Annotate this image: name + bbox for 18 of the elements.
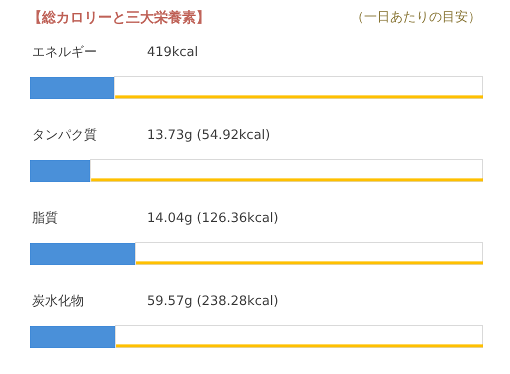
y-tick-label: タンパク質 — [32, 128, 97, 143]
bar — [30, 243, 136, 265]
bar — [114, 76, 483, 99]
bar — [30, 326, 116, 348]
annotation: 14.04g (126.36kcal) — [147, 211, 278, 226]
y-tick-label: エネルギー — [32, 45, 97, 60]
bar — [30, 160, 91, 182]
annotation: 13.73g (54.92kcal) — [147, 128, 270, 143]
chart-title: 【総カロリーと三大栄養素】 — [28, 8, 210, 26]
chart-subtitle: （一日あたりの目安） — [351, 9, 481, 25]
bar — [30, 77, 115, 99]
bar — [90, 159, 483, 182]
y-tick-label: 炭水化物 — [32, 294, 84, 309]
annotation: 59.57g (238.28kcal) — [147, 294, 278, 309]
bar — [115, 325, 483, 348]
annotation: 419kcal — [147, 45, 198, 60]
bar — [135, 242, 483, 265]
y-tick-label: 脂質 — [32, 211, 58, 226]
